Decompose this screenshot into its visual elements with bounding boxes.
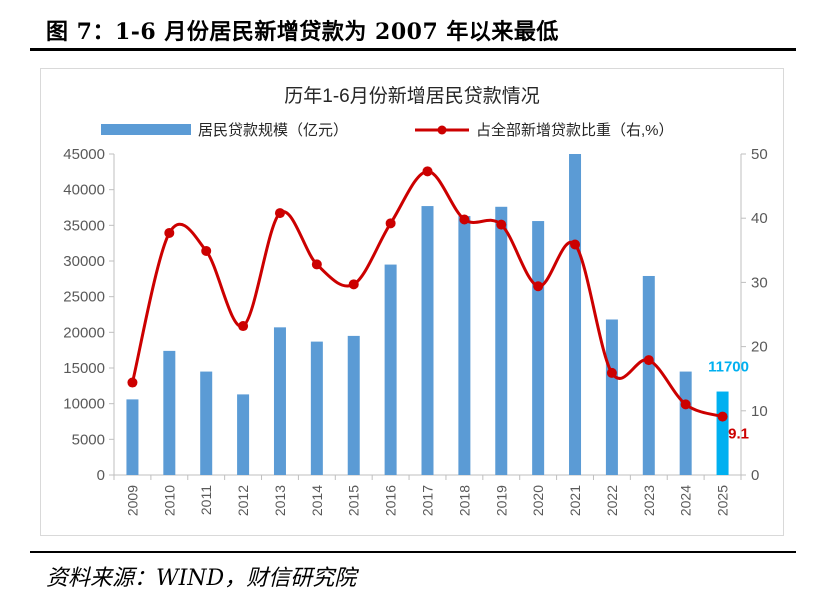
line-point [643, 355, 654, 366]
bar [642, 275, 655, 475]
x-tick-label: 2014 [309, 485, 325, 516]
x-tick-label: 2018 [456, 485, 472, 516]
right-tick-label: 50 [751, 146, 768, 163]
left-tick-label: 0 [97, 467, 105, 484]
right-tick-label: 10 [751, 403, 768, 420]
chart-frame: 历年1-6月份新增居民贷款情况居民贷款规模（亿元） 占全部新增贷款比重（右,%） 0… [40, 68, 784, 536]
x-tick-label: 2010 [161, 485, 177, 516]
bar [126, 399, 139, 475]
line-point [680, 399, 691, 410]
line-point [238, 321, 249, 332]
left-tick-label: 25000 [63, 289, 105, 306]
line-point [533, 281, 544, 292]
top-rule [30, 48, 796, 51]
x-tick-label: 2025 [715, 485, 731, 516]
line-point [201, 245, 212, 256]
bar [384, 264, 397, 475]
x-tick-label: 2016 [383, 485, 399, 516]
line-point [570, 239, 581, 250]
line-point [164, 227, 175, 238]
bar [495, 206, 508, 475]
line-point [348, 279, 359, 290]
line-point [717, 411, 728, 422]
bar [458, 216, 471, 475]
x-tick-label: 2023 [641, 485, 657, 516]
chart-title: 历年1-6月份新增居民贷款情况 [284, 85, 539, 107]
left-tick-label: 20000 [63, 324, 105, 341]
left-tick-label: 10000 [63, 396, 105, 413]
bar [273, 327, 286, 475]
source-note: 资料来源：WIND，财信研究院 [46, 566, 357, 591]
bottom-rule [30, 551, 796, 553]
bar [163, 350, 176, 475]
x-tick-label: 2012 [235, 485, 251, 516]
bar [310, 341, 323, 475]
left-tick-label: 30000 [63, 253, 105, 270]
bar [237, 394, 250, 475]
x-tick-label: 2017 [420, 485, 436, 516]
figure-title: 图 7：1-6 月份居民新增贷款为 2007 年以来最低 [46, 19, 559, 45]
x-tick-label: 2015 [346, 485, 362, 516]
bar [605, 319, 618, 475]
line-value-label: 9.1 [728, 426, 749, 443]
x-tick-label: 2013 [272, 485, 288, 516]
bar [421, 206, 434, 475]
bar [532, 221, 545, 475]
bar [347, 335, 360, 475]
legend-bar-label: 居民贷款规模（亿元） [198, 122, 348, 139]
line-point [127, 377, 138, 388]
legend-bar-swatch [101, 124, 191, 135]
right-tick-label: 20 [751, 339, 768, 356]
x-tick-label: 2019 [493, 485, 509, 516]
bar [200, 371, 213, 475]
line-point [496, 219, 507, 230]
x-tick-label: 2022 [604, 485, 620, 516]
x-tick-label: 2024 [678, 485, 694, 516]
line-point [459, 214, 470, 225]
x-tick-label: 2020 [530, 485, 546, 516]
left-tick-label: 5000 [72, 431, 105, 448]
x-tick-label: 2011 [198, 485, 214, 515]
line-point [385, 218, 396, 229]
left-tick-label: 15000 [63, 360, 105, 377]
right-tick-label: 0 [751, 467, 759, 484]
bar [679, 371, 692, 475]
legend-line-marker [437, 125, 447, 135]
left-tick-label: 40000 [63, 182, 105, 199]
x-tick-label: 2021 [567, 485, 583, 516]
left-tick-label: 35000 [63, 217, 105, 234]
right-tick-label: 40 [751, 210, 768, 227]
right-tick-label: 30 [751, 274, 768, 291]
bar [716, 391, 729, 475]
line-point [274, 208, 285, 219]
x-tick-label: 2009 [124, 485, 140, 516]
bar [569, 154, 582, 475]
bar-value-label: 11700 [708, 359, 749, 376]
legend-line-label: 占全部新增贷款比重（右,%） [476, 121, 674, 139]
line-point [606, 367, 617, 378]
line-point [422, 166, 433, 177]
left-tick-label: 45000 [63, 146, 105, 163]
line-point [311, 259, 322, 270]
